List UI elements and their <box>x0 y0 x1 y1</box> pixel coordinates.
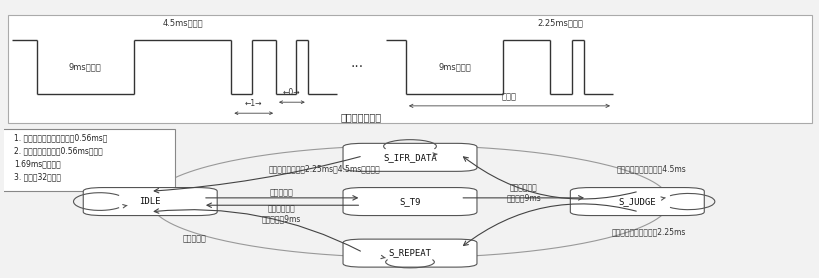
Text: 下降沿到来，时间2.25ms和4.5ms都不满足: 下降沿到来，时间2.25ms和4.5ms都不满足 <box>269 164 380 173</box>
Text: 9ms低电平: 9ms低电平 <box>437 62 470 71</box>
Text: 重复码: 重复码 <box>501 92 516 101</box>
Text: 一次发送的数据: 一次发送的数据 <box>341 112 382 122</box>
Text: 下降沿到来，时间满足4.5ms: 下降沿到来，时间满足4.5ms <box>616 165 686 174</box>
FancyBboxPatch shape <box>570 188 704 215</box>
Text: S_IFR_DATA: S_IFR_DATA <box>382 153 437 162</box>
Text: 1. 上升沿到来，时间不满足0.56ms。
2. 下降沿到来，时间0.56ms或时间
1.69ms都不满足
3. 发送完32位数据: 1. 上升沿到来，时间不满足0.56ms。 2. 下降沿到来，时间0.56ms或… <box>14 133 107 182</box>
Text: 下降沿到来: 下降沿到来 <box>269 188 293 197</box>
Text: 下降沿到来，时间满足2.25ms: 下降沿到来，时间满足2.25ms <box>611 227 686 236</box>
Text: 9ms低电平: 9ms低电平 <box>69 62 102 71</box>
FancyBboxPatch shape <box>342 143 477 171</box>
Text: IDLE: IDLE <box>139 197 161 206</box>
Text: ←0→: ←0→ <box>283 88 301 97</box>
FancyBboxPatch shape <box>342 188 477 215</box>
Text: 上升沿到来，
时间满足9ms: 上升沿到来， 时间满足9ms <box>505 183 541 202</box>
Text: ←1→: ←1→ <box>245 99 262 108</box>
FancyBboxPatch shape <box>84 188 217 215</box>
FancyBboxPatch shape <box>8 15 811 123</box>
Text: S_JUDGE: S_JUDGE <box>618 197 655 206</box>
Text: 上升沿到来，
时间不满足9ms: 上升沿到来， 时间不满足9ms <box>262 204 301 224</box>
Text: 上升沿到来: 上升沿到来 <box>183 234 206 243</box>
Text: ···: ··· <box>351 60 364 74</box>
Text: S_T9: S_T9 <box>399 197 420 206</box>
Text: 2.25ms高电平: 2.25ms高电平 <box>536 19 582 28</box>
Text: 4.5ms高电平: 4.5ms高电平 <box>162 19 203 28</box>
Text: S_REPEAT: S_REPEAT <box>388 249 431 258</box>
FancyBboxPatch shape <box>342 239 477 267</box>
FancyBboxPatch shape <box>0 129 174 191</box>
